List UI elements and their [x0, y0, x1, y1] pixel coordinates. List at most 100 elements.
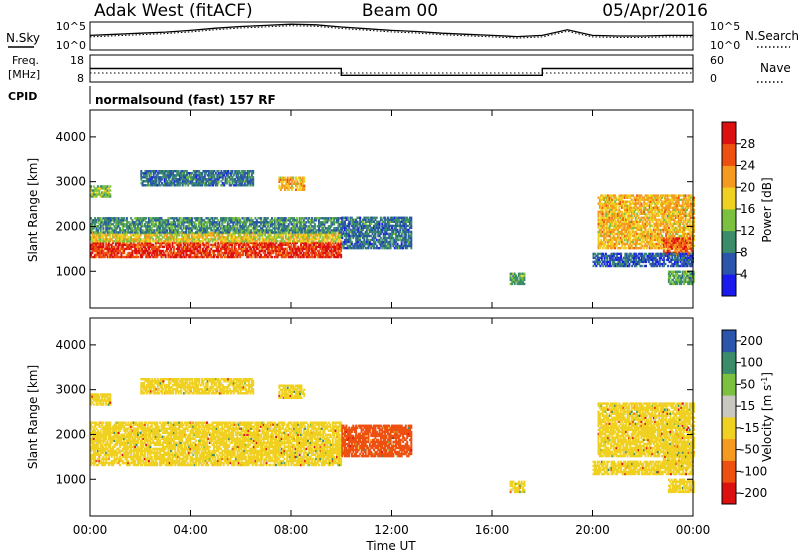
- heat-cell-band-1: [295, 240, 298, 243]
- heat-cell-band-2: [248, 219, 251, 222]
- heat-cell-band-6: [356, 220, 359, 223]
- heat-cell-band-8: [627, 220, 630, 223]
- heat-cell-band-6: [350, 222, 353, 226]
- heat-cell-band-2: [271, 225, 273, 228]
- heat-cell-band-4: [220, 176, 223, 179]
- heat-cell-band-0: [213, 253, 215, 257]
- heat-cell-band-1: [109, 236, 112, 239]
- heat-cell-band-0: [109, 247, 112, 251]
- heat-cell-band-4: [245, 184, 248, 187]
- heat-cell-band-4: [246, 180, 249, 183]
- heat-cell-band-6: [345, 232, 348, 236]
- heat-cell-band-2: [255, 229, 258, 232]
- heat-cell-band-0: [102, 243, 105, 247]
- heat-cell-band-8: [616, 212, 619, 215]
- heat-cell-band-0: [189, 249, 192, 253]
- heat-cell-band-6: [363, 244, 366, 248]
- heat-cell-band-2: [224, 217, 226, 220]
- heat-cell-band-2: [308, 229, 311, 232]
- heat-cell-band-0: [135, 243, 138, 247]
- heat-cell-band-2: [224, 221, 226, 224]
- heat-cell-band-2: [222, 229, 225, 232]
- heat-cell-band-2: [150, 223, 153, 226]
- heat-cell-band-0: [116, 247, 119, 251]
- heat-cell-band-2: [95, 227, 98, 230]
- heat-cell-band-4: [170, 174, 173, 177]
- heat-cell-band-8: [616, 226, 619, 230]
- heat-cell-band-0: [301, 249, 304, 253]
- heat-cell-band-6: [400, 238, 403, 242]
- heat-cell-band-6: [350, 240, 353, 244]
- heat-cell-band-6: [370, 244, 373, 248]
- heat-cell-band-6: [378, 234, 381, 238]
- heat-cell-band-4: [209, 174, 212, 177]
- heat-cell-band-0: [300, 255, 302, 259]
- heat-cell-band-8: [619, 220, 622, 223]
- heat-cell-band-0: [94, 247, 97, 251]
- heat-cell-band-0: [309, 251, 312, 255]
- heat-cell-band-0: [91, 249, 94, 253]
- heat-cell-band-5: [296, 184, 299, 187]
- heat-cell-band-2: [99, 223, 102, 226]
- heat-cell-band-6: [407, 220, 410, 223]
- heat-cell-band-6: [370, 230, 373, 234]
- heat-cell-band-2: [150, 231, 153, 234]
- heat-cell-band-2: [304, 225, 307, 228]
- heat-cell-band-2: [197, 225, 200, 228]
- heat-cell-band-0: [106, 251, 109, 255]
- heat-cell-band-0: [157, 247, 160, 251]
- heat-cell-band-1: [188, 234, 191, 237]
- freq-right-tick-bottom: 0: [710, 72, 717, 85]
- heat-cell-band-2: [320, 229, 323, 232]
- heat-cell-band-2: [300, 223, 302, 226]
- heat-cell-band-1: [260, 234, 262, 237]
- heat-cell-band-2: [246, 229, 249, 232]
- heat-cell-band-2: [237, 229, 240, 232]
- heat-cell-band-4: [183, 174, 186, 177]
- heat-cell-band-2: [226, 223, 229, 226]
- heat-cell-band-2: [92, 231, 95, 234]
- heat-cell-band-2: [96, 229, 99, 232]
- heat-cell-band-6: [344, 220, 346, 223]
- heat-cell-band-4: [159, 172, 162, 175]
- heat-cell-band-1: [276, 232, 279, 235]
- heat-cell-band-3: [90, 193, 92, 196]
- heat-cell-band-4: [148, 176, 151, 179]
- heat-cell-band-4: [250, 178, 253, 181]
- heat-cell-band-2: [218, 231, 221, 234]
- heat-cell-band-4: [181, 178, 184, 181]
- heat-cell-band-2: [302, 217, 305, 220]
- heat-cell-band-2: [217, 219, 220, 222]
- heat-cell-band-5: [300, 182, 303, 185]
- heat-cell-band-2: [157, 231, 160, 234]
- heat-cell-band-8: [601, 198, 604, 201]
- heat-cell-band-2: [134, 225, 137, 228]
- heat-cell-band-8: [636, 228, 639, 232]
- heat-cell-band-1: [307, 240, 309, 243]
- heat-cell-band-2: [331, 217, 334, 220]
- heat-cell-band-0: [231, 247, 233, 251]
- heat-cell-band-7: [522, 282, 524, 286]
- heat-cell-band-2: [172, 219, 175, 222]
- heat-cell-band-6: [373, 238, 375, 242]
- heat-cell-band-6: [374, 230, 377, 234]
- heat-cell-band-6: [342, 220, 345, 223]
- heat-cell-band-0: [283, 247, 286, 251]
- heat-cell-band-2: [139, 219, 142, 222]
- heat-cell-band-2: [117, 221, 120, 224]
- heat-cell-band-8: [623, 230, 626, 234]
- heat-cell-band-0: [201, 249, 204, 253]
- heat-cell-band-2: [257, 231, 260, 234]
- heat-cell-band-2: [232, 229, 235, 232]
- heat-cell-band-6: [356, 222, 359, 226]
- heat-cell-band-2: [284, 229, 287, 232]
- heat-cell-band-1: [324, 234, 327, 237]
- heat-cell-band-4: [201, 178, 204, 181]
- heat-cell-band-6: [346, 234, 349, 238]
- heat-cell-band-8: [598, 200, 601, 203]
- heat-cell-band-0: [145, 247, 148, 251]
- heat-cell-band-2: [132, 231, 135, 234]
- heat-cell-band-8: [627, 234, 630, 238]
- heat-cell-band-1: [153, 234, 156, 237]
- heat-cell-band-0: [206, 249, 209, 253]
